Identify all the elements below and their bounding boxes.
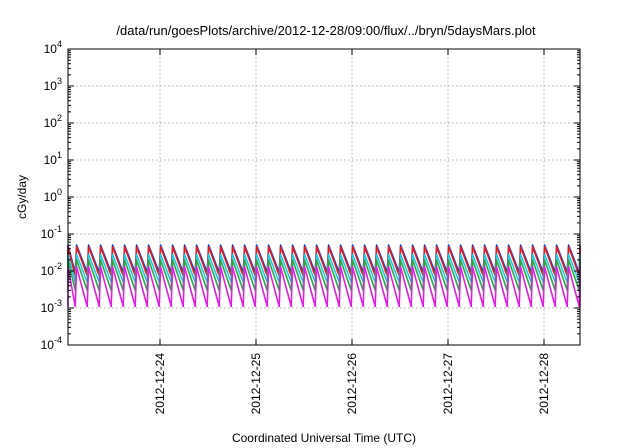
tick-marks: [68, 48, 580, 346]
y-tick-label: 103: [44, 76, 62, 93]
chart-title: /data/run/goesPlots/archive/2012-12-28/0…: [116, 23, 536, 38]
y-tick-label: 10-1: [41, 224, 62, 241]
x-axis-label: Coordinated Universal Time (UTC): [232, 431, 416, 445]
grid: [68, 49, 580, 345]
y-tick-label: 10-4: [41, 335, 62, 352]
y-axis-label: cGy/day: [15, 175, 29, 219]
y-tick-label: 10-2: [41, 261, 62, 278]
x-tick-label: 2012-12-27: [441, 353, 455, 415]
x-tick-label: 2012-12-24: [153, 353, 167, 415]
y-tick-label: 101: [44, 150, 62, 167]
y-tick-label: 102: [44, 113, 62, 130]
series-layer: [67, 244, 581, 308]
series-line: [67, 265, 581, 308]
y-tick-label: 104: [44, 39, 62, 56]
x-tick-label: 2012-12-25: [249, 353, 263, 415]
x-tick-label: 2012-12-26: [345, 353, 359, 415]
y-tick-label: 10-3: [41, 298, 62, 315]
y-tick-label: 100: [44, 187, 62, 204]
x-tick-label: 2012-12-28: [537, 353, 551, 415]
x-tick-labels: 2012-12-24 2012-12-25 2012-12-26 2012-12-27…: [153, 353, 551, 415]
y-tick-labels: 10-4 10-3 10-2 10-1 100 101 102 103 104: [41, 39, 62, 352]
